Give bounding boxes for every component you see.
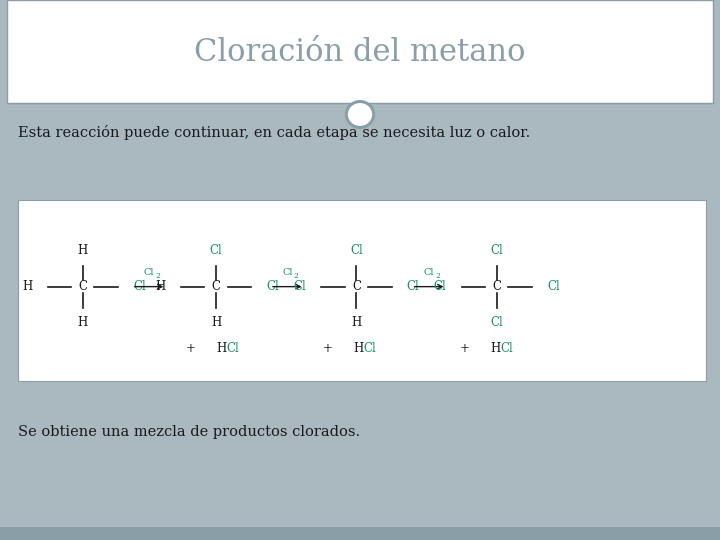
Text: Cl: Cl xyxy=(490,316,503,329)
Text: 2: 2 xyxy=(294,272,298,280)
Text: Cl: Cl xyxy=(364,342,377,355)
Text: Cl: Cl xyxy=(433,280,446,293)
Text: Cl: Cl xyxy=(282,268,292,277)
Text: H: H xyxy=(22,280,32,293)
Text: C: C xyxy=(492,280,501,293)
Text: Se obtiene una mezcla de productos clorados.: Se obtiene una mezcla de productos clora… xyxy=(18,425,360,439)
Text: H: H xyxy=(78,245,88,258)
Text: H: H xyxy=(351,316,361,329)
Text: 2: 2 xyxy=(436,272,440,280)
Text: Cl: Cl xyxy=(350,245,363,258)
Text: Cl: Cl xyxy=(490,245,503,258)
Text: Cl: Cl xyxy=(407,280,420,293)
Text: +: + xyxy=(186,342,196,355)
Text: H: H xyxy=(156,280,166,293)
Text: C: C xyxy=(212,280,220,293)
Bar xyxy=(0,526,720,540)
Text: Cl: Cl xyxy=(227,342,240,355)
Text: Cl: Cl xyxy=(293,280,306,293)
Text: Esta reacción puede continuar, en cada etapa se necesita luz o calor.: Esta reacción puede continuar, en cada e… xyxy=(18,125,530,140)
Text: C: C xyxy=(352,280,361,293)
Text: +: + xyxy=(459,342,469,355)
Text: H: H xyxy=(211,316,221,329)
Text: Cl: Cl xyxy=(133,280,146,293)
Text: Cl: Cl xyxy=(547,280,560,293)
Bar xyxy=(7,0,713,103)
Text: Cl: Cl xyxy=(144,268,154,277)
Text: H: H xyxy=(490,342,500,355)
Text: H: H xyxy=(78,316,88,329)
Text: +: + xyxy=(323,342,333,355)
Text: C: C xyxy=(78,280,87,293)
Text: Cl: Cl xyxy=(210,245,222,258)
Text: 2: 2 xyxy=(156,272,160,280)
Text: Cl: Cl xyxy=(424,268,434,277)
Text: H: H xyxy=(217,342,227,355)
Text: Cl: Cl xyxy=(500,342,513,355)
Bar xyxy=(18,200,706,381)
Text: Cloración del metano: Cloración del metano xyxy=(194,37,526,68)
Text: Cl: Cl xyxy=(266,280,279,293)
Text: H: H xyxy=(354,342,364,355)
Ellipse shape xyxy=(346,102,374,127)
